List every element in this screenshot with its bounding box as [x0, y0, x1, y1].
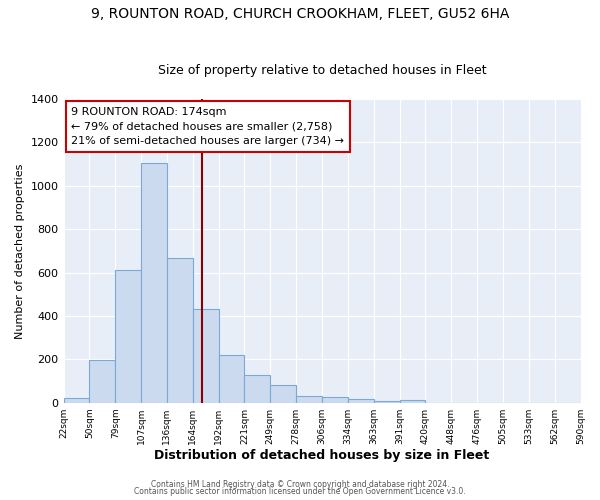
Bar [193, 310, 218, 402]
Bar [218, 355, 244, 403]
Title: Size of property relative to detached houses in Fleet: Size of property relative to detached ho… [158, 64, 487, 77]
Bar [348, 400, 374, 402]
X-axis label: Distribution of detached houses by size in Fleet: Distribution of detached houses by size … [154, 450, 490, 462]
Bar [115, 270, 141, 402]
Text: 9 ROUNTON ROAD: 174sqm
← 79% of detached houses are smaller (2,758)
21% of semi-: 9 ROUNTON ROAD: 174sqm ← 79% of detached… [71, 106, 344, 146]
Bar [89, 360, 115, 403]
Y-axis label: Number of detached properties: Number of detached properties [15, 163, 25, 338]
Bar [296, 396, 322, 402]
Bar [271, 386, 296, 402]
Text: 9, ROUNTON ROAD, CHURCH CROOKHAM, FLEET, GU52 6HA: 9, ROUNTON ROAD, CHURCH CROOKHAM, FLEET,… [91, 8, 509, 22]
Bar [141, 163, 167, 402]
Bar [322, 396, 348, 402]
Text: Contains HM Land Registry data © Crown copyright and database right 2024.: Contains HM Land Registry data © Crown c… [151, 480, 449, 489]
Bar [400, 400, 425, 402]
Bar [374, 400, 400, 402]
Text: Contains public sector information licensed under the Open Government Licence v3: Contains public sector information licen… [134, 487, 466, 496]
Bar [64, 398, 89, 402]
Bar [244, 374, 271, 402]
Bar [167, 258, 193, 402]
